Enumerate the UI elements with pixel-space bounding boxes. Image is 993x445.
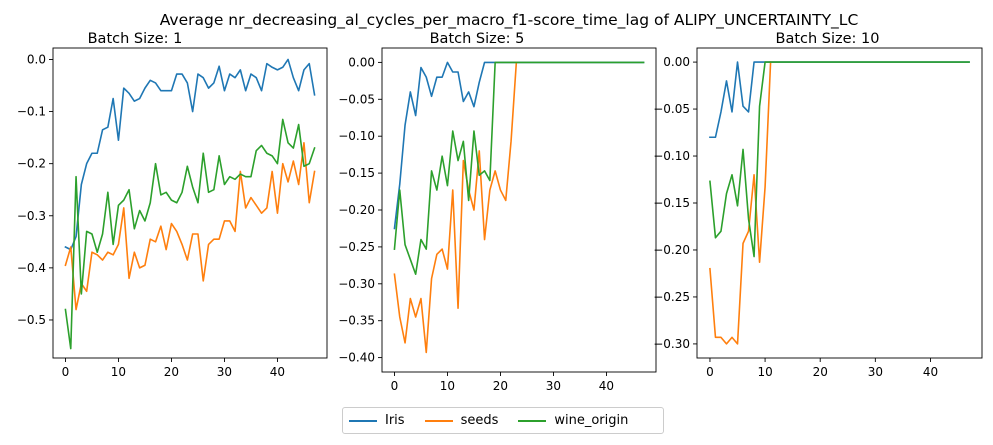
- x-tick-label: 10: [757, 365, 772, 379]
- x-tick-label: 40: [923, 365, 938, 379]
- y-tick-label: −0.25: [653, 290, 690, 304]
- x-tick-label: 40: [599, 379, 614, 393]
- y-tick-label: −0.15: [338, 166, 375, 180]
- x-tick-label: 0: [62, 365, 70, 379]
- series-line-wine-origin: [709, 61, 970, 258]
- y-tick-label: −0.3: [17, 209, 46, 223]
- series-line-seeds: [393, 61, 518, 354]
- legend-swatch-seeds: [424, 419, 453, 422]
- legend-label-seeds: seeds: [460, 413, 499, 428]
- y-tick-label: −0.40: [338, 351, 375, 365]
- x-tick-label: 10: [440, 379, 455, 393]
- y-tick-label: −0.4: [17, 261, 46, 275]
- series-line-wine-origin: [64, 118, 316, 350]
- legend: Iris seeds wine_origin: [342, 407, 664, 434]
- x-tick-label: 30: [546, 379, 561, 393]
- plot-frame: [52, 47, 328, 359]
- subplot-title-3: Batch Size: 10: [776, 31, 880, 47]
- x-tick-label: 30: [217, 365, 232, 379]
- y-tick-label: −0.20: [338, 203, 375, 217]
- subplot-1: Batch Size: 1 0 10 20 30 40 0.0 −0.1 −0.2 −0.3 −0.…: [17, 31, 328, 379]
- y-tick-label: −0.2: [17, 157, 46, 171]
- series-line-iris: [393, 61, 645, 230]
- x-tick-label: 20: [813, 365, 828, 379]
- y-tick-label: 0.00: [348, 55, 375, 69]
- x-tick-label: 20: [164, 365, 179, 379]
- y-tick-label: −0.30: [653, 337, 690, 351]
- y-tick-label: −0.1: [17, 105, 46, 119]
- y-tick-label: −0.10: [338, 129, 375, 143]
- y-tick-label: −0.5: [17, 313, 46, 327]
- x-tick-label: 0: [706, 365, 714, 379]
- series-line-wine-origin: [393, 61, 645, 276]
- series-line-seeds: [64, 142, 316, 311]
- x-tick-label: 20: [493, 379, 508, 393]
- y-tick-label: −0.30: [338, 277, 375, 291]
- y-tick-label: −0.20: [653, 243, 690, 257]
- series-line-seeds: [709, 61, 772, 345]
- series-line-iris: [64, 58, 316, 251]
- legend-label-iris: Iris: [385, 413, 405, 428]
- y-tick-label: 0.00: [663, 55, 690, 69]
- y-tick-label: −0.35: [338, 314, 375, 328]
- y-tick-label: −0.15: [653, 196, 690, 210]
- x-tick-label: 0: [391, 379, 399, 393]
- legend-label-wine-origin: wine_origin: [554, 413, 629, 428]
- subplot-title-1: Batch Size: 1: [88, 31, 183, 47]
- legend-swatch-wine-origin: [518, 419, 547, 422]
- x-tick-label: 30: [868, 365, 883, 379]
- legend-swatch-iris: [349, 419, 377, 422]
- series-line-iris: [709, 61, 970, 139]
- legend-item-wine-origin: wine_origin: [518, 413, 628, 428]
- x-tick-label: 10: [111, 365, 126, 379]
- y-tick-label: −0.10: [653, 149, 690, 163]
- legend-item-iris: Iris: [349, 413, 405, 428]
- figure-title: Average nr_decreasing_al_cycles_per_macr…: [160, 11, 859, 30]
- y-tick-label: −0.05: [338, 92, 375, 106]
- x-tick-label: 40: [270, 365, 285, 379]
- legend-item-seeds: seeds: [424, 413, 499, 428]
- subplot-title-2: Batch Size: 5: [430, 31, 525, 47]
- subplot-2: Batch Size: 5 0 10 20 30 40 0.00 −0.05 −0.10 −0.1…: [338, 31, 657, 393]
- subplot-3: Batch Size: 10 0 10 20 30 40 0.00 −0.05 −0.10 −0.…: [653, 31, 983, 379]
- y-tick-label: −0.25: [338, 240, 375, 254]
- y-tick-label: 0.0: [27, 52, 46, 66]
- y-tick-label: −0.05: [653, 102, 690, 116]
